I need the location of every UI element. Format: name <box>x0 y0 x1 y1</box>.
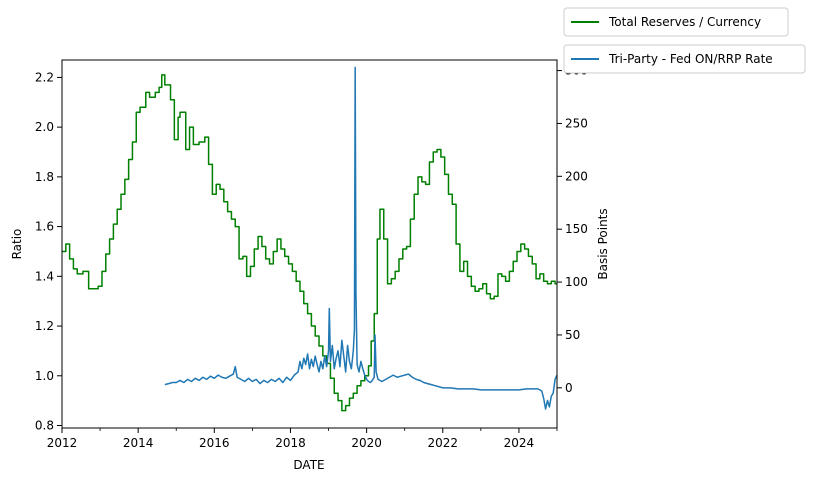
series-line-rrp-rate <box>164 66 558 410</box>
y-left-tick-label: 2.0 <box>35 120 54 134</box>
x-tick-label: 2020 <box>351 436 382 450</box>
x-tick-label: 2014 <box>123 436 154 450</box>
y-left-tick-label: 2.2 <box>35 70 54 84</box>
x-tick-label: 2024 <box>504 436 535 450</box>
x-tick-label: 2012 <box>47 436 78 450</box>
y-axis-right: 050100150200250300 <box>557 64 588 395</box>
legend-green: Total Reserves / Currency <box>563 7 789 37</box>
series-line-reserves-currency <box>62 74 557 412</box>
y-left-tick-label: 0.8 <box>35 419 54 433</box>
legend-blue-box <box>563 44 806 74</box>
legend-green-box <box>563 7 789 37</box>
y-right-tick-label: 250 <box>565 116 588 130</box>
series-layer <box>62 66 558 412</box>
y-right-tick-label: 150 <box>565 222 588 236</box>
x-tick-label: 2018 <box>275 436 306 450</box>
axes-frame <box>61 59 558 429</box>
legend-blue: Tri-Party - Fed ON/RRP Rate <box>563 44 806 74</box>
legend-blue-label: Tri-Party - Fed ON/RRP Rate <box>608 52 773 66</box>
y-left-tick-label: 1.8 <box>35 170 54 184</box>
y-right-tick-label: 200 <box>565 169 588 183</box>
legend-green-label: Total Reserves / Currency <box>608 15 761 29</box>
y-right-tick-label: 0 <box>565 381 573 395</box>
x-axis: 2012 2014 2016 2018 2020 2022 2024 <box>47 428 558 450</box>
y-left-tick-label: 1.6 <box>35 220 54 234</box>
y-axis-left-title: Ratio <box>10 229 24 260</box>
x-axis-title: DATE <box>293 458 324 472</box>
y-axis-right-title: Basis Points <box>596 208 610 279</box>
y-axis-left: 0.8 1.0 1.2 1.4 1.6 1.8 2.0 2.2 <box>35 70 62 433</box>
y-right-tick-label: 100 <box>565 275 588 289</box>
y-left-tick-label: 1.0 <box>35 369 54 383</box>
x-tick-label: 2016 <box>199 436 230 450</box>
y-right-tick-label: 50 <box>565 328 580 342</box>
y-left-tick-label: 1.4 <box>35 269 54 283</box>
y-left-tick-label: 1.2 <box>35 319 54 333</box>
x-tick-label: 2022 <box>427 436 458 450</box>
